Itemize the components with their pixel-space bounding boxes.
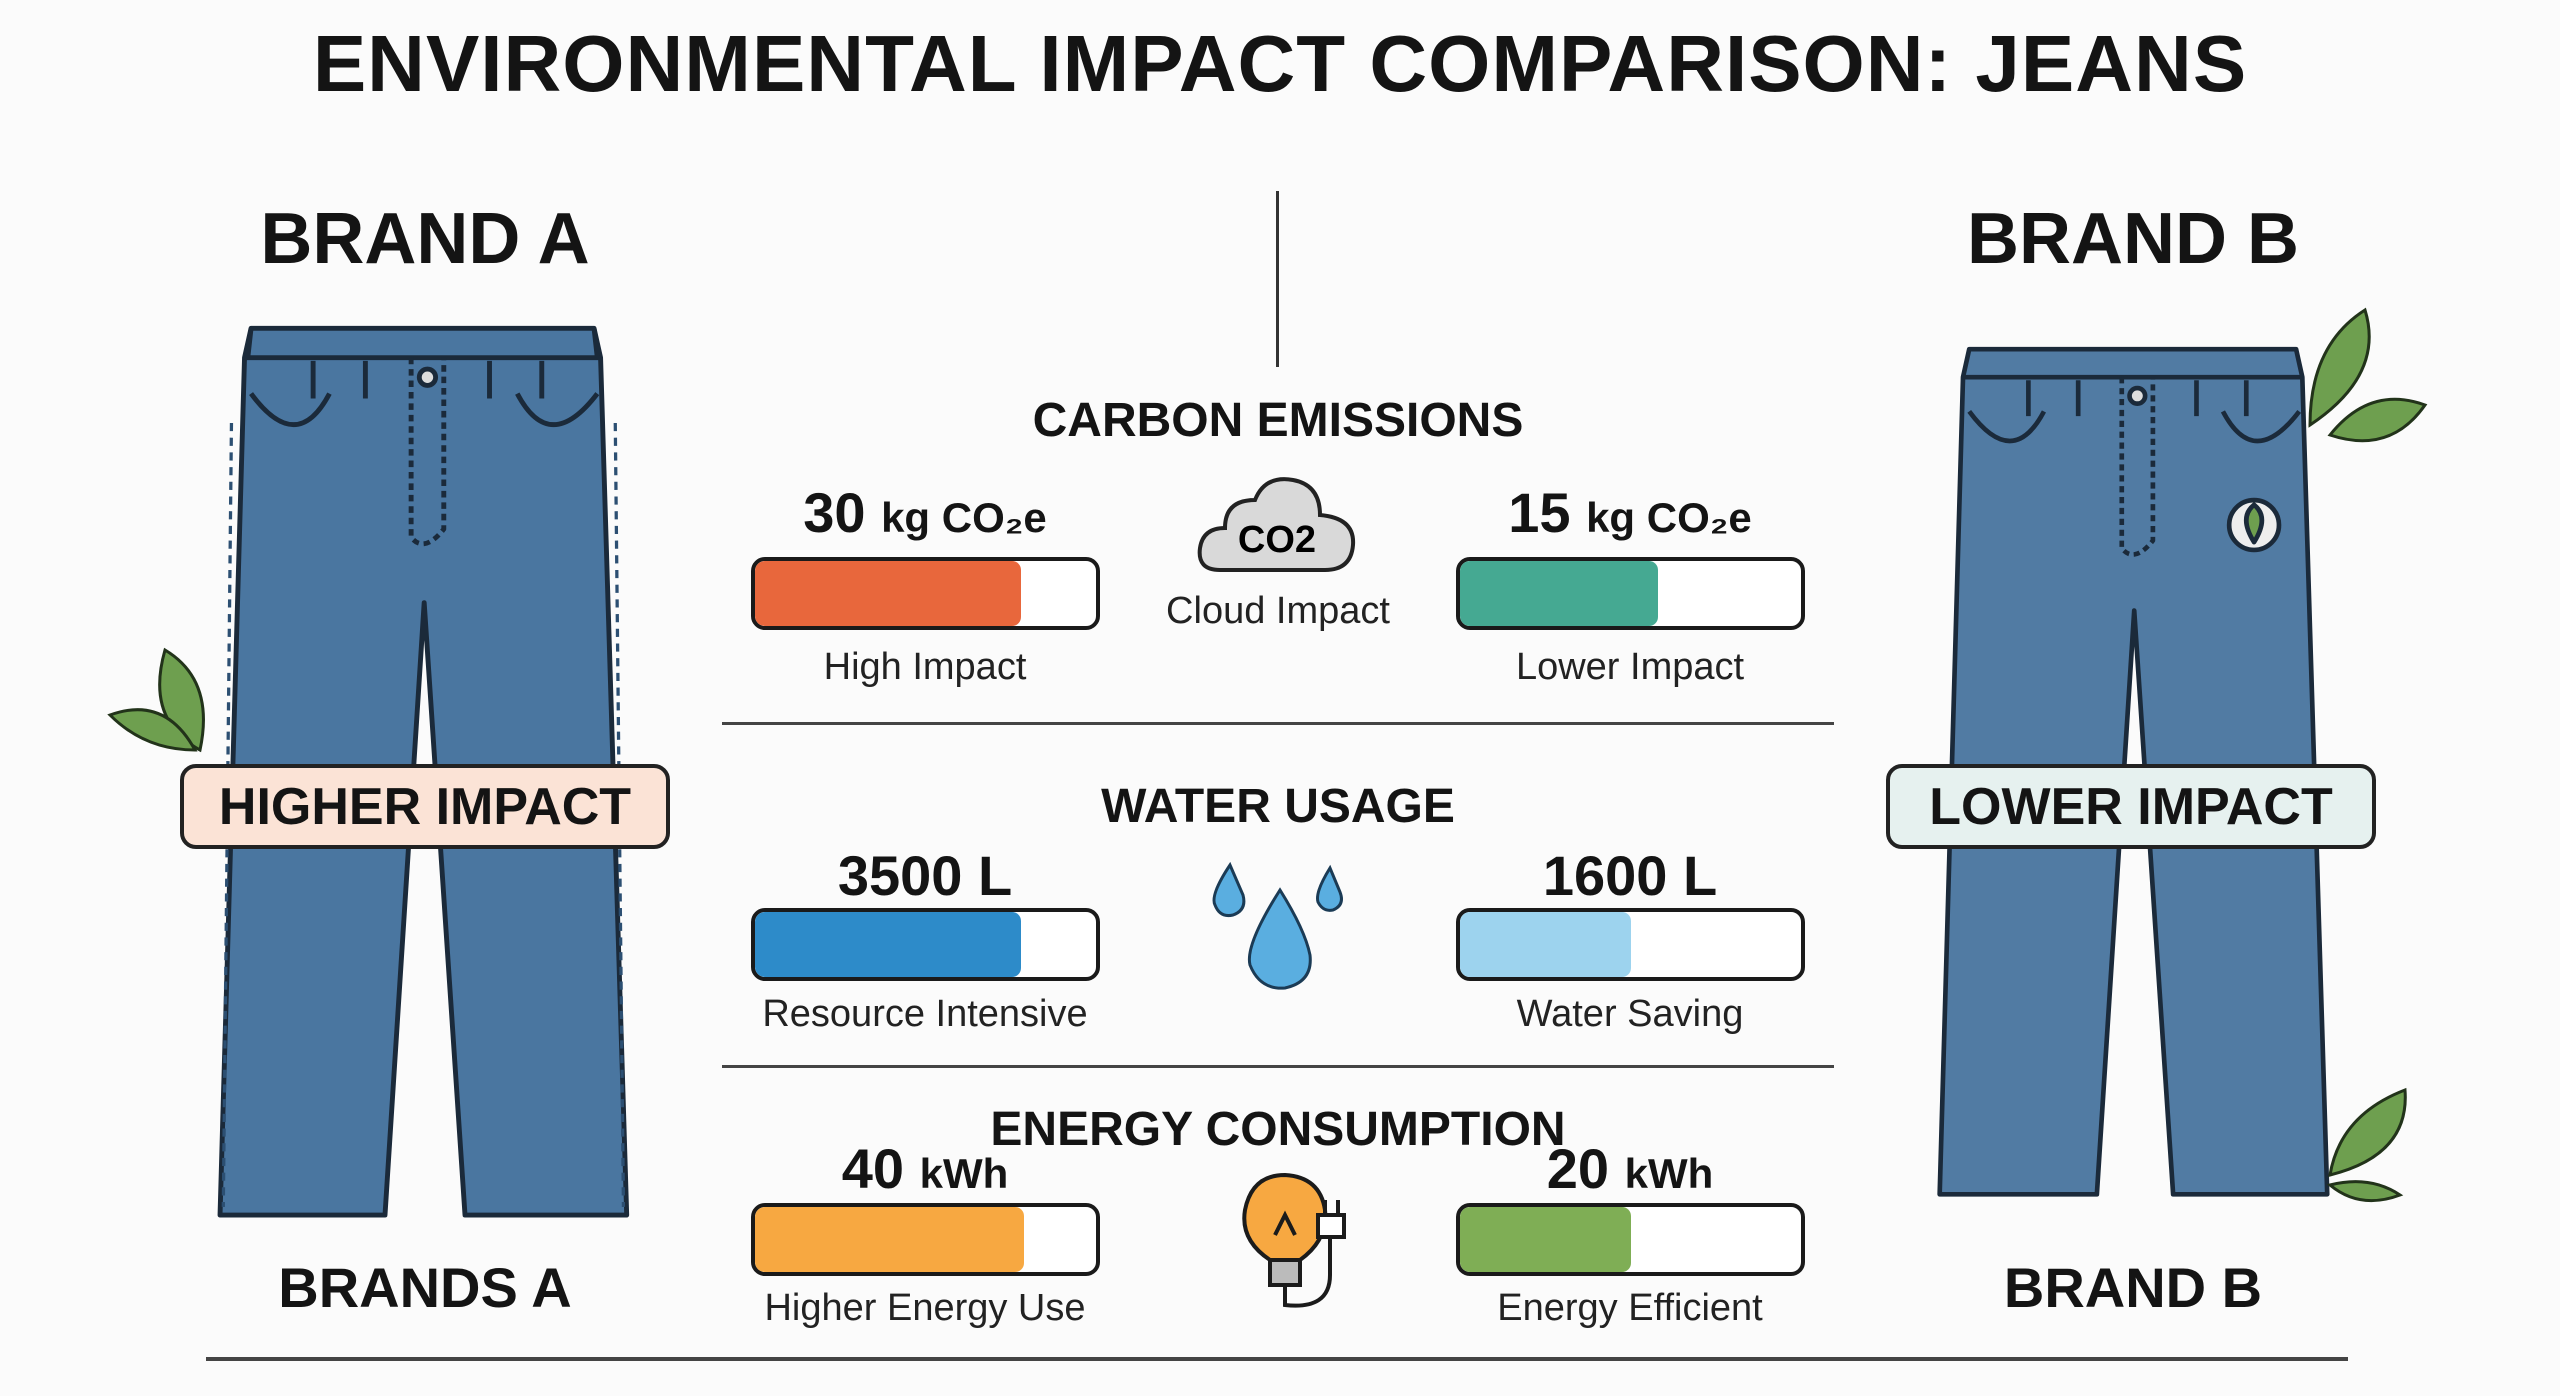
co2-cloud-icon: CO2 [1197, 477, 1356, 572]
section-title: ENERGY CONSUMPTION [990, 1103, 1566, 1156]
center-divider [1276, 191, 1279, 367]
lower-impact-badge: LOWER IMPACT [1886, 764, 2376, 849]
brand-a-value: 30 kg CO₂e [803, 481, 1047, 544]
progress-fill [1460, 561, 1658, 626]
icon-label: Cloud Impact [1166, 590, 1390, 632]
progress-fill [1460, 912, 1631, 977]
brand-a-footer: BRANDS A [278, 1256, 572, 1319]
brand-a-value: 40 kWh [841, 1137, 1009, 1200]
brand-b-footer: BRAND B [2003, 1256, 2263, 1319]
brand-b-progress-bar [1456, 1203, 1805, 1276]
brand-b-value: 1600 L [1542, 844, 1718, 907]
progress-fill [1460, 1207, 1631, 1272]
section-divider [722, 1065, 1834, 1068]
leaf-icon [2326, 1087, 2407, 1203]
progress-fill [755, 912, 1021, 977]
leaf-icon [107, 647, 205, 753]
section-title: CARBON EMISSIONS [1032, 394, 1524, 447]
lightbulb-plug-icon [1242, 1172, 1346, 1308]
brand-a-label: Higher Energy Use [764, 1287, 1086, 1329]
footer-divider [206, 1357, 2348, 1361]
brand-a-label: Resource Intensive [762, 993, 1088, 1035]
section-title: WATER USAGE [1101, 780, 1455, 833]
water-drops-icon [1212, 861, 1343, 990]
brand-a-value: 3500 L [837, 844, 1013, 907]
brand-b-value: 15 kg CO₂e [1508, 481, 1752, 544]
brand-a-heading: BRAND A [260, 199, 590, 279]
brand-b-progress-bar [1456, 908, 1805, 981]
brand-b-heading: BRAND B [1967, 199, 2299, 279]
brand-b-progress-bar [1456, 557, 1805, 630]
higher-impact-badge: HIGHER IMPACT [180, 764, 670, 849]
brand-a-progress-bar [751, 1203, 1100, 1276]
section-divider [722, 722, 1834, 725]
leaf-icon [2308, 307, 2428, 443]
brand-a-label: High Impact [823, 646, 1027, 688]
co2-text: CO2 [1238, 519, 1316, 561]
brand-a-progress-bar [751, 908, 1100, 981]
brand-b-jeans-image [1937, 346, 2330, 1197]
progress-fill [755, 1207, 1025, 1272]
page-title: ENVIRONMENTAL IMPACT COMPARISON: JEANS [312, 19, 2248, 108]
progress-fill [755, 561, 1021, 626]
brand-b-label: Water Saving [1516, 993, 1744, 1035]
brand-b-label: Energy Efficient [1497, 1287, 1763, 1329]
brand-b-value: 20 kWh [1546, 1137, 1714, 1200]
brand-a-progress-bar [751, 557, 1100, 630]
brand-b-label: Lower Impact [1515, 646, 1745, 688]
